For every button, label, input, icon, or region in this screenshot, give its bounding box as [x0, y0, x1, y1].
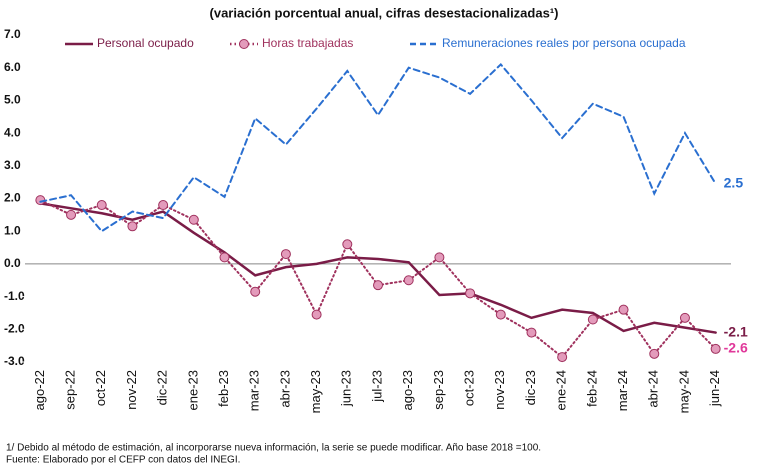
legend-marker	[239, 39, 249, 49]
series-line	[39, 199, 717, 359]
marker	[495, 309, 506, 320]
marker	[188, 214, 199, 225]
x-tick-label: may-23	[308, 370, 323, 413]
legend-label: Personal ocupado	[97, 36, 194, 50]
y-tick-label: 6.0	[4, 60, 21, 74]
value-label: 2.5	[724, 174, 744, 190]
marker	[66, 209, 77, 220]
marker	[679, 312, 690, 323]
x-tick-label: dic-22	[155, 370, 170, 405]
x-tick-label: jun-23	[339, 370, 354, 407]
footnote: 1/ Debido al método de estimación, al in…	[6, 443, 541, 454]
value-label: -2.1	[724, 323, 748, 339]
marker	[649, 348, 660, 359]
x-tick-label: mar-24	[615, 370, 630, 411]
series-line	[39, 62, 717, 233]
marker	[219, 252, 230, 263]
x-tick-label: jun-24	[707, 370, 722, 407]
y-tick-label: -2.0	[4, 321, 25, 335]
x-tick-label: ago-23	[400, 370, 415, 410]
marker	[618, 304, 629, 315]
y-tick-label: 5.0	[4, 93, 21, 107]
legend-label: Horas trabajadas	[262, 36, 353, 50]
marker	[342, 239, 353, 250]
marker	[710, 343, 721, 354]
marker	[96, 200, 107, 211]
marker	[465, 288, 476, 299]
x-tick-label: abr-23	[277, 370, 292, 408]
x-tick-label: dic-23	[523, 370, 538, 405]
marker	[587, 314, 598, 325]
marker	[250, 286, 261, 297]
marker	[373, 280, 383, 291]
x-tick-label: may-24	[676, 370, 691, 413]
series-line	[39, 202, 717, 334]
y-tick-label: 3.0	[4, 158, 21, 172]
x-tick-label: nov-23	[492, 370, 507, 410]
marker	[403, 275, 414, 286]
x-tick-label: nov-22	[124, 370, 139, 410]
footnote: Fuente: Elaborado por el CEFP con datos …	[6, 455, 240, 465]
x-tick-label: ene-23	[185, 370, 200, 410]
y-tick-label: -1.0	[4, 289, 25, 303]
x-tick-label: oct-22	[93, 370, 108, 406]
legend-label: Remuneraciones reales por persona ocupad…	[442, 36, 686, 50]
value-label: -2.6	[724, 340, 748, 356]
y-tick-label: 4.0	[4, 125, 21, 139]
x-tick-label: feb-24	[584, 370, 599, 407]
marker	[434, 252, 445, 263]
marker	[526, 327, 537, 338]
y-tick-label: 1.0	[4, 223, 21, 237]
x-tick-label: oct-23	[462, 370, 477, 406]
y-tick-label: 7.0	[4, 27, 21, 41]
y-tick-label: 0.0	[4, 256, 21, 270]
x-tick-label: abr-24	[646, 370, 661, 408]
marker	[127, 221, 138, 232]
x-tick-label: ene-24	[554, 370, 569, 410]
marker	[557, 352, 568, 363]
chart-subtitle: (variación porcentual anual, cifras dese…	[210, 5, 559, 20]
y-tick-label: -3.0	[4, 354, 25, 368]
x-tick-label: jul-23	[369, 370, 384, 403]
marker	[280, 249, 291, 260]
marker	[158, 200, 169, 211]
x-tick-label: sep-23	[431, 370, 446, 410]
y-tick-label: 2.0	[4, 191, 21, 205]
x-tick-label: ago-22	[32, 370, 47, 410]
x-tick-label: sep-22	[62, 370, 77, 410]
x-tick-label: mar-23	[247, 370, 262, 411]
marker	[311, 309, 322, 320]
x-tick-label: feb-23	[216, 370, 231, 407]
